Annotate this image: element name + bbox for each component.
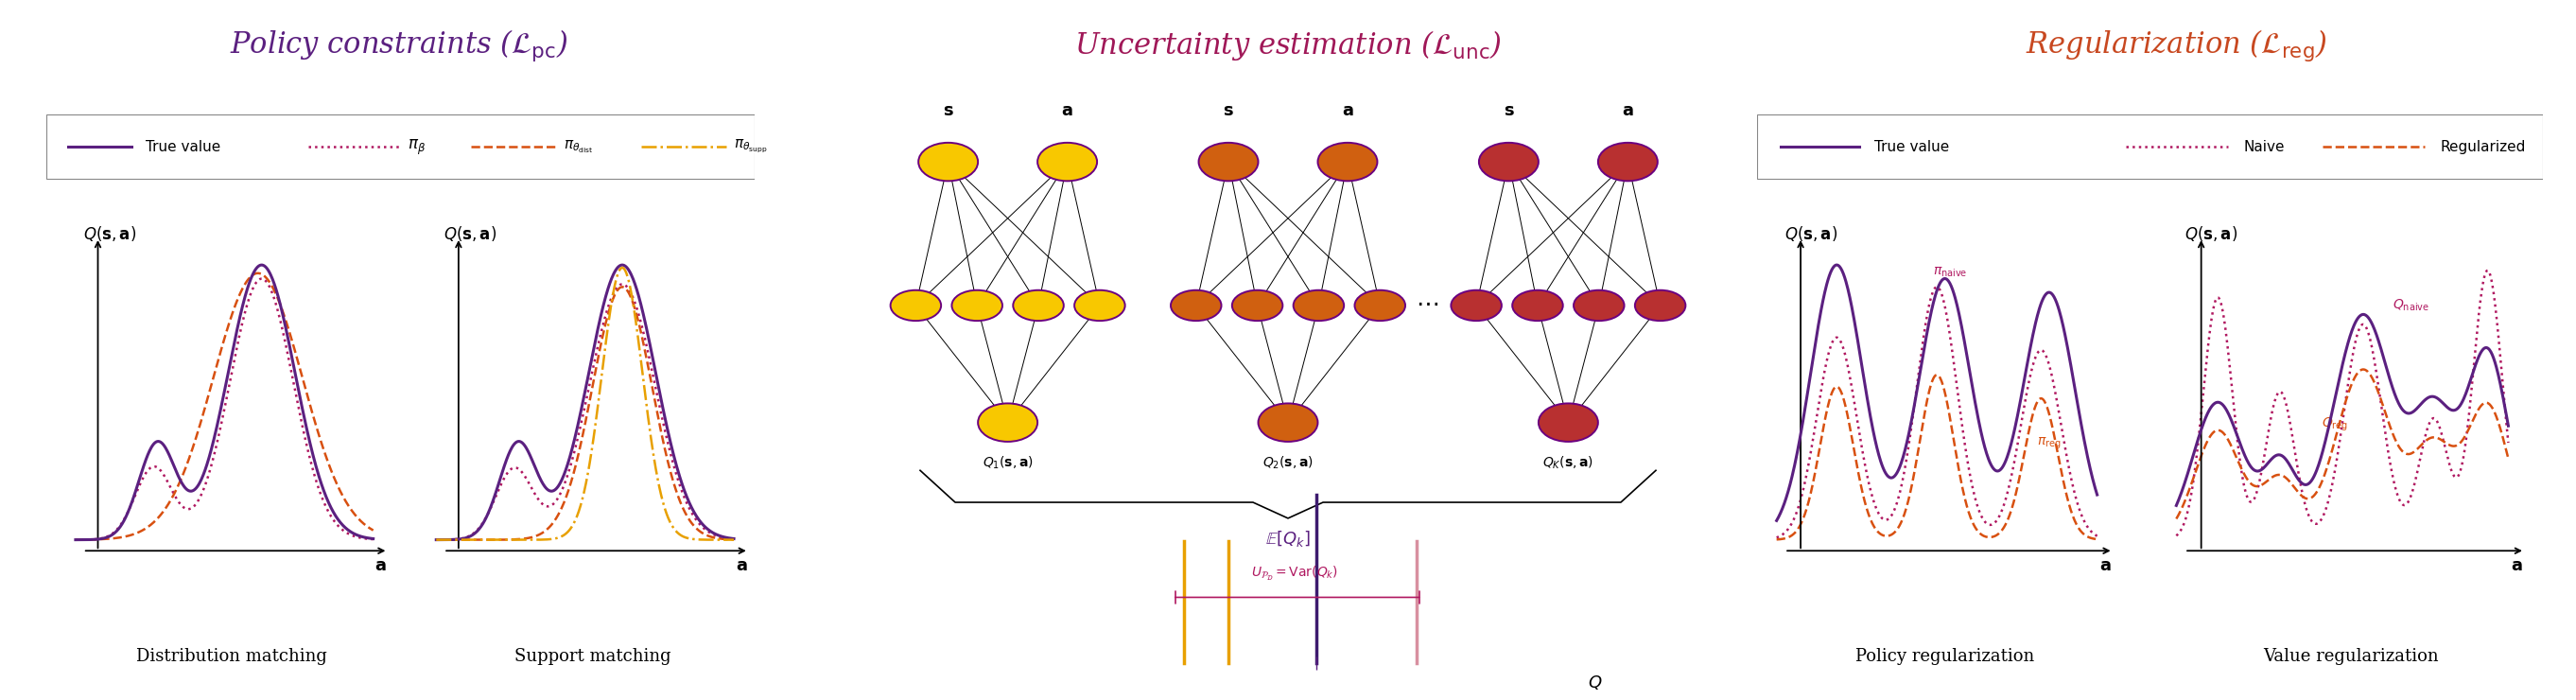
Text: $\mathbf{s}$: $\mathbf{s}$ <box>943 102 953 119</box>
Ellipse shape <box>1450 290 1502 321</box>
Text: $\mathbf{a}$: $\mathbf{a}$ <box>1342 102 1352 119</box>
Text: $\pi_{\rm reg}$: $\pi_{\rm reg}$ <box>2038 435 2061 451</box>
Text: $\pi_{\rm naive}$: $\pi_{\rm naive}$ <box>1932 265 1968 279</box>
Text: Regularized: Regularized <box>2439 140 2527 154</box>
Text: $\pi_{\theta_{\rm supp}}$: $\pi_{\theta_{\rm supp}}$ <box>734 139 768 155</box>
Text: $Q$: $Q$ <box>1587 674 1602 692</box>
Ellipse shape <box>1512 290 1564 321</box>
Text: $\mathbb{E}[Q_k]$: $\mathbb{E}[Q_k]$ <box>1265 529 1311 549</box>
Text: $Q_{\rm naive}$: $Q_{\rm naive}$ <box>2393 298 2429 314</box>
Text: $Q(\mathbf{s},\mathbf{a})$: $Q(\mathbf{s},\mathbf{a})$ <box>82 224 137 243</box>
Ellipse shape <box>1257 403 1319 442</box>
Ellipse shape <box>920 143 979 181</box>
Ellipse shape <box>1074 290 1126 321</box>
Text: Uncertainty estimation ($\mathcal{L}_{\rm unc}$): Uncertainty estimation ($\mathcal{L}_{\r… <box>1074 28 1502 62</box>
Ellipse shape <box>1636 290 1685 321</box>
Text: $\mathbf{a}$: $\mathbf{a}$ <box>374 557 386 574</box>
Ellipse shape <box>1293 290 1345 321</box>
Text: $Q(\mathbf{s},\mathbf{a})$: $Q(\mathbf{s},\mathbf{a})$ <box>1785 224 1837 243</box>
Ellipse shape <box>1038 143 1097 181</box>
Text: Support matching: Support matching <box>515 648 670 665</box>
Text: $Q_2(\mathbf{s},\mathbf{a})$: $Q_2(\mathbf{s},\mathbf{a})$ <box>1262 454 1314 471</box>
Ellipse shape <box>1355 290 1406 321</box>
Ellipse shape <box>1170 290 1221 321</box>
Text: Policy regularization: Policy regularization <box>1855 648 2035 665</box>
FancyBboxPatch shape <box>46 115 755 179</box>
Text: $\mathbf{a}$: $\mathbf{a}$ <box>1623 102 1633 119</box>
Text: $Q_K(\mathbf{s},\mathbf{a})$: $Q_K(\mathbf{s},\mathbf{a})$ <box>1543 454 1595 471</box>
FancyBboxPatch shape <box>1757 115 2543 179</box>
Ellipse shape <box>951 290 1002 321</box>
Text: $\mathbf{s}$: $\mathbf{s}$ <box>1504 102 1515 119</box>
Ellipse shape <box>1538 403 1597 442</box>
Ellipse shape <box>891 290 940 321</box>
Ellipse shape <box>1319 143 1378 181</box>
Text: Regularization ($\mathcal{L}_{\rm reg}$): Regularization ($\mathcal{L}_{\rm reg}$) <box>2025 28 2329 64</box>
Text: Value regularization: Value regularization <box>2262 648 2439 665</box>
Ellipse shape <box>1012 290 1064 321</box>
Text: $\mathbf{a}$: $\mathbf{a}$ <box>734 557 747 574</box>
Text: $\mathbf{a}$: $\mathbf{a}$ <box>1061 102 1074 119</box>
Text: True value: True value <box>1875 140 1950 154</box>
Text: Policy constraints ($\mathcal{L}_{\rm pc}$): Policy constraints ($\mathcal{L}_{\rm pc… <box>229 28 569 64</box>
Text: $Q_{\rm reg}$: $Q_{\rm reg}$ <box>2321 416 2349 433</box>
Text: $\pi_{\theta_{\rm dist}}$: $\pi_{\theta_{\rm dist}}$ <box>564 139 592 155</box>
Text: Naive: Naive <box>2244 140 2285 154</box>
Text: $\mathbf{a}$: $\mathbf{a}$ <box>2512 557 2522 574</box>
Text: $Q(\mathbf{s},\mathbf{a})$: $Q(\mathbf{s},\mathbf{a})$ <box>443 224 497 243</box>
Text: $Q_1(\mathbf{s},\mathbf{a})$: $Q_1(\mathbf{s},\mathbf{a})$ <box>981 454 1033 471</box>
Text: $\mathbf{a}$: $\mathbf{a}$ <box>2099 557 2112 574</box>
Text: $\mathbf{s}$: $\mathbf{s}$ <box>1224 102 1234 119</box>
Text: $\cdots$: $\cdots$ <box>1417 291 1437 314</box>
Text: True value: True value <box>144 140 222 154</box>
Ellipse shape <box>1231 290 1283 321</box>
Ellipse shape <box>1597 143 1656 181</box>
Text: Distribution matching: Distribution matching <box>137 648 327 665</box>
Ellipse shape <box>1479 143 1538 181</box>
Text: $\pi_\beta$: $\pi_\beta$ <box>407 137 425 157</box>
Text: $Q(\mathbf{s},\mathbf{a})$: $Q(\mathbf{s},\mathbf{a})$ <box>2184 224 2239 243</box>
Ellipse shape <box>1198 143 1257 181</box>
Text: $U_{\mathcal{P}_\mathcal{D}} = \mathrm{Var}(Q_k)$: $U_{\mathcal{P}_\mathcal{D}} = \mathrm{V… <box>1252 564 1337 582</box>
Ellipse shape <box>979 403 1038 442</box>
Ellipse shape <box>1574 290 1625 321</box>
